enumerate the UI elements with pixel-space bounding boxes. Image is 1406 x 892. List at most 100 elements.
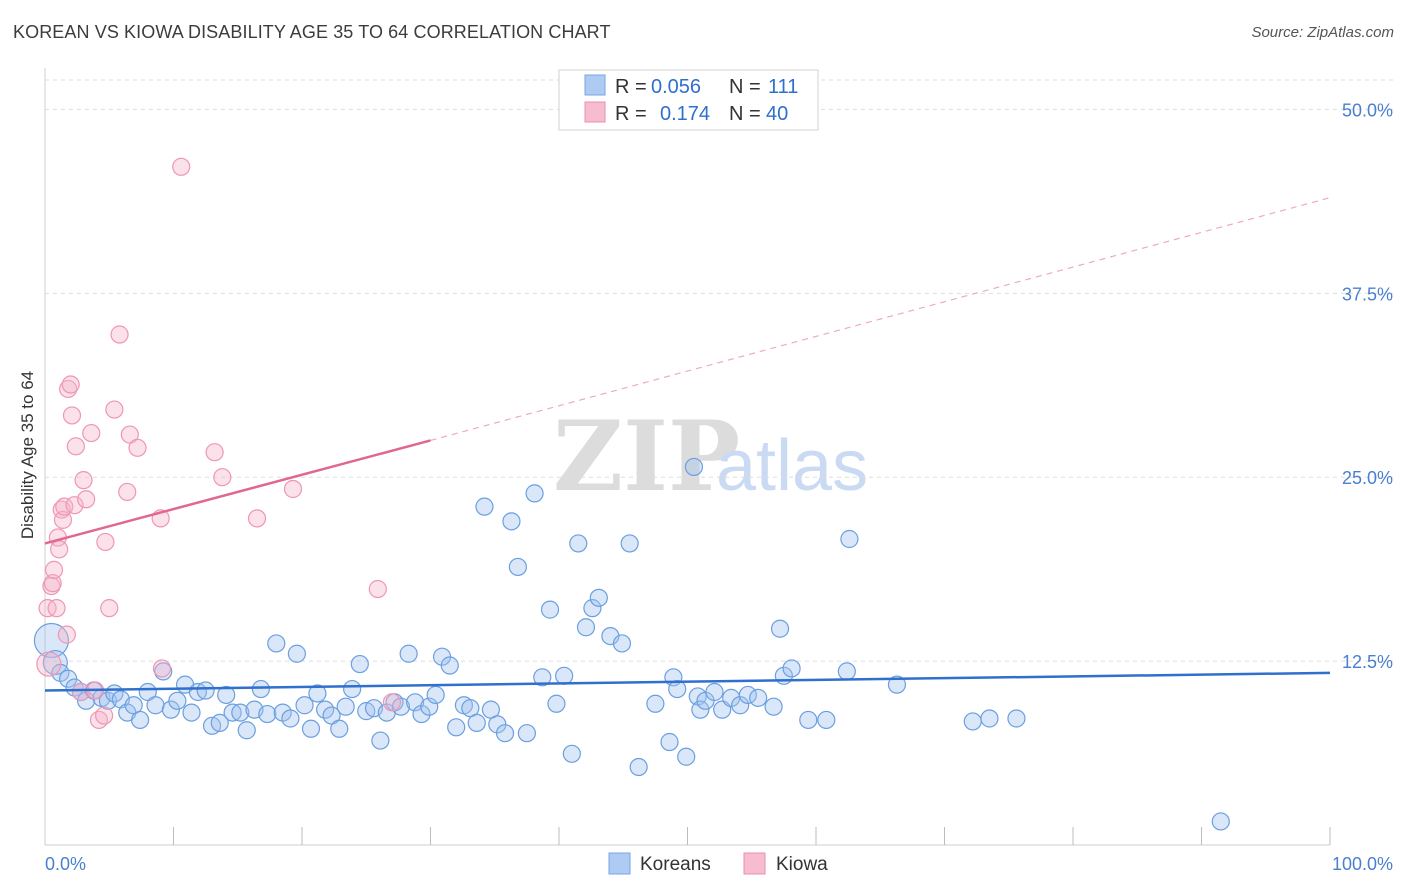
korean-point	[525, 484, 544, 503]
y-tick-label: 37.5%	[1342, 284, 1393, 304]
korean-point	[589, 588, 608, 607]
korean-point	[475, 497, 494, 516]
korean-point	[684, 457, 704, 477]
korean-point	[887, 675, 907, 694]
kiowa-point	[50, 540, 69, 559]
kiowa-point	[44, 560, 64, 579]
korean-point	[223, 703, 242, 722]
korean-point	[629, 757, 648, 777]
korean-point	[555, 666, 574, 685]
korean-point	[343, 679, 362, 699]
kiowa-point	[213, 468, 232, 487]
korean-point	[336, 697, 355, 716]
kiowa-point	[57, 625, 76, 644]
kiowa-point	[66, 437, 85, 456]
trendlines	[44, 197, 1331, 692]
korean-point	[705, 682, 724, 702]
legend-r-label-kiowa: R =	[615, 103, 647, 125]
legend-n-label-koreans: N =	[729, 76, 761, 98]
legend-n-value-kiowa: 40	[766, 103, 788, 125]
kiowa-point	[118, 482, 137, 502]
korean-point	[182, 703, 201, 722]
korean-point	[130, 710, 150, 730]
korean-point	[146, 696, 165, 715]
kiowa-point	[82, 423, 101, 443]
korean-point	[1007, 709, 1026, 728]
korean-point	[301, 719, 321, 738]
legend-n-value-koreans: 111	[768, 76, 798, 98]
korean-point	[837, 662, 856, 681]
x-tick-label-max: 100.0%	[1332, 854, 1393, 874]
kiowa-point	[128, 438, 147, 457]
kiowa-point	[71, 682, 91, 702]
korean-point	[237, 721, 256, 740]
korean-point	[33, 622, 70, 659]
korean-point	[562, 744, 581, 763]
korean-point	[569, 534, 588, 553]
korean-point	[508, 557, 527, 577]
y-tick-label: 50.0%	[1342, 100, 1393, 120]
koreans-trendline	[44, 671, 1331, 692]
source-label: Source: ZipAtlas.com	[1251, 24, 1394, 41]
y-tick-label: 12.5%	[1342, 652, 1393, 672]
legend-n-label-kiowa: N =	[729, 103, 761, 125]
korean-point	[840, 529, 859, 549]
korean-point	[677, 747, 696, 766]
korean-point	[660, 732, 679, 752]
series-legend: Koreans Kiowa	[608, 852, 828, 875]
korean-point	[447, 718, 466, 737]
kiowa-point	[105, 400, 124, 419]
kiowa-point	[65, 496, 84, 515]
korean-point	[576, 618, 596, 637]
y-tick-label: 25.0%	[1342, 468, 1393, 488]
korean-point	[217, 685, 236, 705]
y-tick-labels: 12.5% 25.0% 37.5% 50.0%	[1342, 100, 1393, 672]
kiowa-point	[368, 579, 387, 599]
korean-point	[399, 644, 418, 663]
kiowa-point	[283, 479, 303, 499]
chart-title: KOREAN VS KIOWA DISABILITY AGE 35 TO 64 …	[13, 22, 611, 42]
korean-point	[258, 704, 277, 724]
kiowa-point	[96, 532, 115, 552]
x-ticks	[173, 827, 1331, 845]
korean-point	[495, 724, 515, 743]
korean-point	[231, 703, 250, 722]
korean-point	[426, 685, 445, 705]
korean-point	[281, 709, 300, 728]
korean-point	[502, 512, 521, 531]
kiowa-point	[152, 659, 172, 678]
kiowa-point	[205, 443, 224, 462]
legend-swatch-kiowa	[584, 101, 606, 123]
korean-point	[405, 693, 425, 712]
korean-point	[691, 700, 710, 719]
korean-point	[420, 697, 439, 716]
gridlines	[45, 79, 1393, 662]
korean-point	[267, 634, 286, 653]
series-legend-label-koreans: Koreans	[640, 854, 711, 875]
korean-point	[668, 679, 687, 699]
series-legend-swatch-koreans	[608, 852, 631, 875]
series-legend-label-kiowa: Kiowa	[776, 854, 828, 875]
korean-point	[749, 688, 768, 707]
correlation-legend: R = 0.056 N = 111 R = 0.174 N = 40	[558, 69, 819, 131]
kiowa-trendline-extension	[430, 197, 1331, 442]
korean-point	[620, 534, 639, 553]
kiowa-point	[382, 693, 402, 712]
legend-r-value-koreans: 0.056	[651, 76, 701, 98]
korean-point	[391, 697, 411, 716]
korean-point	[210, 713, 229, 732]
kiowa-point	[36, 651, 62, 677]
kiowa-point	[43, 574, 62, 593]
kiowa-point	[74, 471, 93, 490]
korean-point	[251, 679, 270, 699]
kiowa-point	[247, 509, 267, 528]
korean-point	[540, 600, 560, 619]
korean-point	[371, 731, 390, 750]
korean-point	[308, 684, 327, 703]
koreans-points	[33, 457, 1230, 831]
korean-point	[533, 668, 552, 687]
legend-r-value-kiowa: 0.174	[660, 103, 710, 125]
korean-point	[440, 656, 459, 675]
korean-point	[738, 685, 757, 705]
